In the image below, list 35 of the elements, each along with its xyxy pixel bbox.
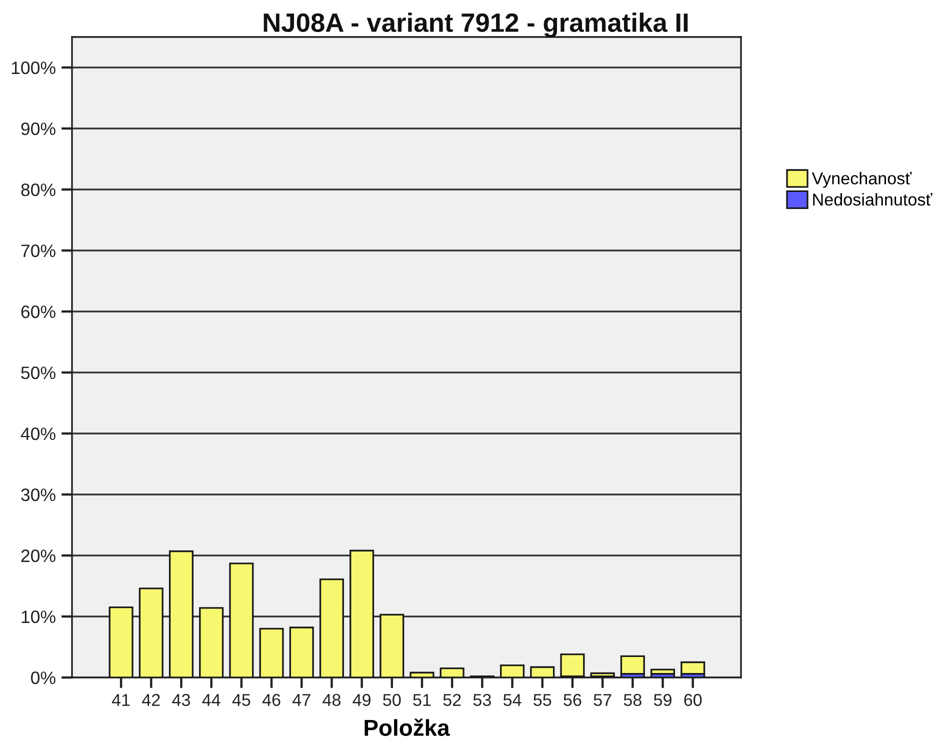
y-tick-label: 30% xyxy=(21,488,56,502)
x-tick-label: 54 xyxy=(503,694,522,706)
legend-label: Nedosiahnutosť xyxy=(813,193,932,206)
y-tick-label: 20% xyxy=(21,550,56,562)
x-tick-label: 45 xyxy=(232,694,250,706)
y-tick-label: 10% xyxy=(22,610,56,624)
y-tick-label: 100% xyxy=(12,62,56,74)
x-tick-label: 52 xyxy=(443,694,461,706)
x-tick-label: 46 xyxy=(262,694,280,706)
x-tick-label: 55 xyxy=(534,694,552,706)
x-tick-label: 50 xyxy=(383,694,401,706)
x-tick-label: 57 xyxy=(594,694,612,706)
y-tick-label: 60% xyxy=(21,306,56,318)
y-tick-label: 80% xyxy=(21,184,56,196)
legend-label: Vynechanosť xyxy=(812,172,912,188)
chart-title: NJ08A - variant 7912 - gramatika II xyxy=(264,12,688,38)
x-tick-label: 56 xyxy=(564,694,582,706)
x-axis-title: Položka xyxy=(364,718,450,736)
y-tick-label: 90% xyxy=(21,122,56,136)
y-tick-label: 0% xyxy=(31,672,56,684)
x-tick-label: 53 xyxy=(473,694,491,706)
x-tick-label: 48 xyxy=(322,694,340,706)
x-tick-label: 60 xyxy=(684,694,702,706)
y-tick-label: 50% xyxy=(21,366,56,380)
y-tick-label: 40% xyxy=(20,428,56,440)
x-tick-label: 42 xyxy=(142,694,160,706)
x-tick-label: 43 xyxy=(172,694,190,706)
x-tick-label: 44 xyxy=(202,694,220,706)
y-tick-label: 70% xyxy=(21,244,56,258)
x-tick-label: 59 xyxy=(654,694,672,706)
x-tick-label: 49 xyxy=(352,694,370,706)
x-tick-label: 58 xyxy=(624,694,642,706)
x-tick-label: 47 xyxy=(292,694,310,706)
x-tick-label: 41 xyxy=(112,694,130,706)
x-tick-label: 51 xyxy=(413,694,431,706)
